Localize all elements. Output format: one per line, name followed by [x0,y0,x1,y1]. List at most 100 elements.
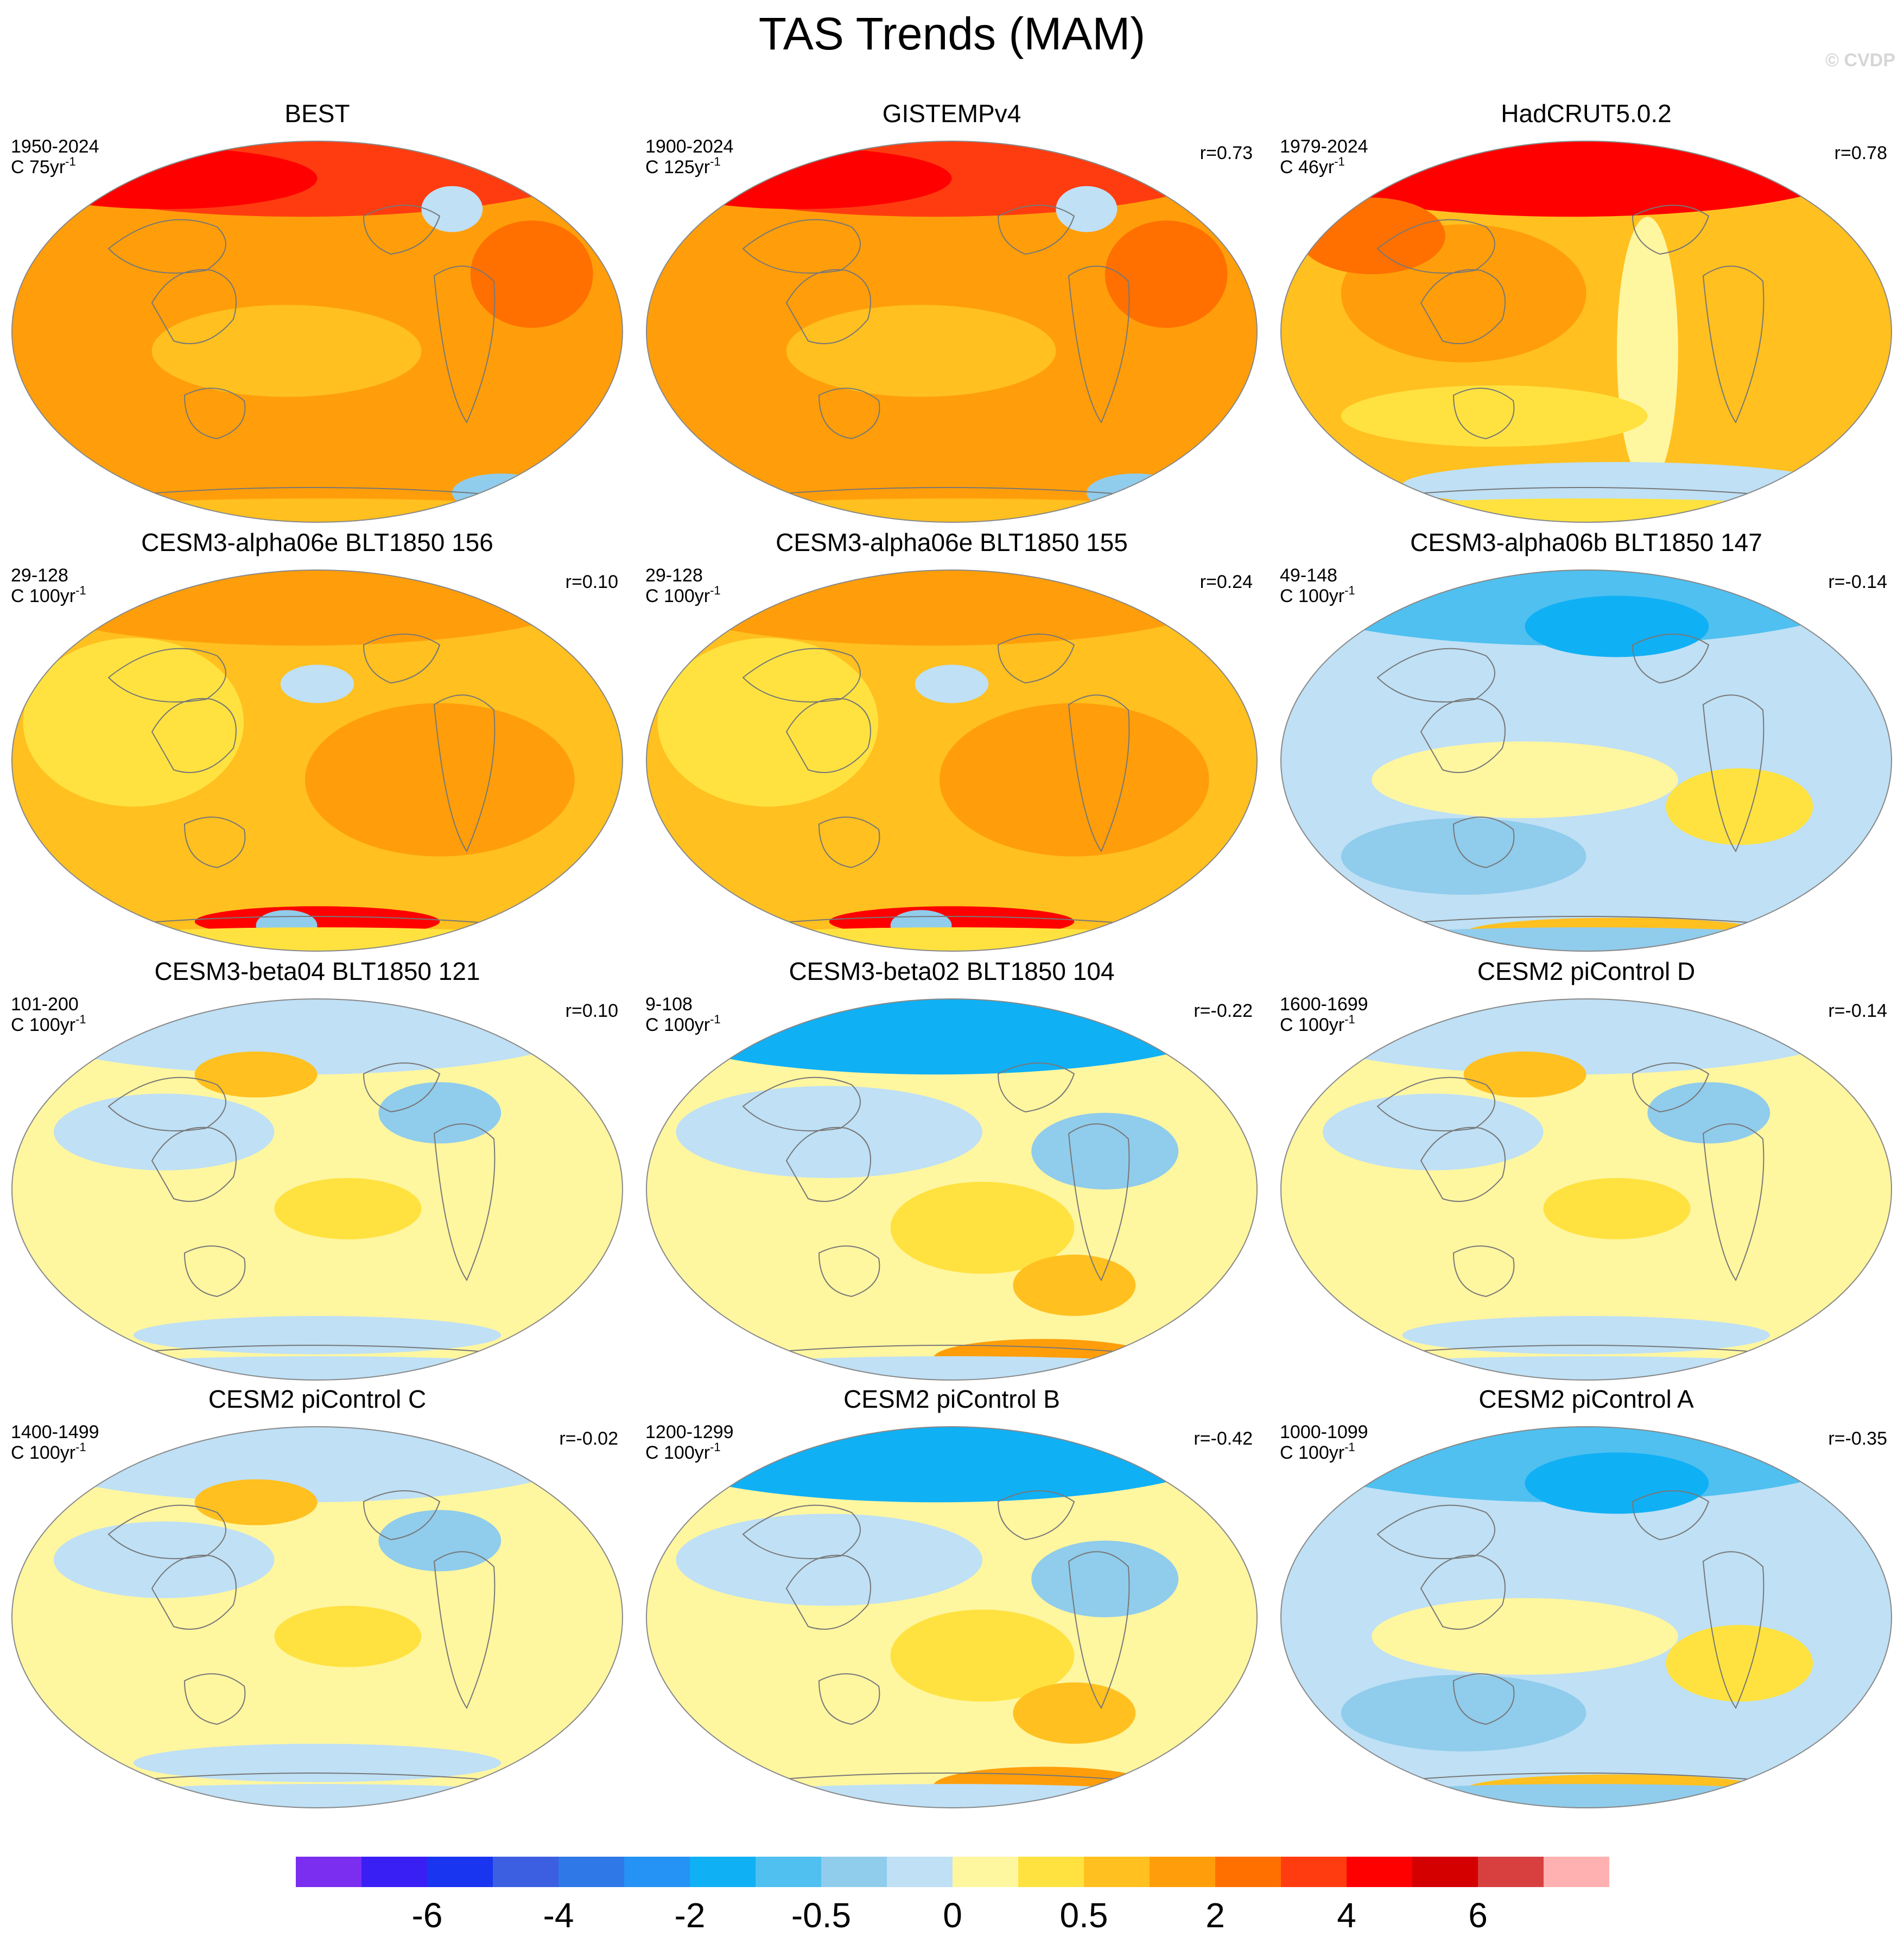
field-anomaly-region [1031,1112,1179,1189]
coastline [183,817,246,869]
panel-units: C 100yr-1 [645,1441,721,1464]
colorbar-swatch [690,1857,756,1887]
trend-map [646,998,1258,1381]
field-arctic-band [646,570,1231,646]
panel-pattern-correlation: r=0.10 [565,572,618,592]
coastline [1068,1123,1130,1282]
trend-field [1281,141,1892,522]
colorbar-tick-label: -0.5 [791,1896,851,1935]
field-anomaly-region [470,220,593,328]
coastline [1420,1126,1506,1202]
trend-field [1281,1427,1892,1808]
colorbar-swatch [821,1857,887,1887]
field-anomaly-region [280,664,354,704]
panel-period: 9-108 [645,994,693,1015]
field-anomaly-region [133,1743,502,1782]
field-arctic-band [1281,1427,1865,1503]
map-panel: CESM2 piControl B 1200-1299 C 100yr-1 r=-0.… [634,1383,1269,1812]
trend-map [11,569,623,952]
panel-units: C 125yr-1 [645,156,721,178]
field-antarctic-band [1341,1356,1832,1380]
coastline [818,388,880,440]
coastline [151,269,237,344]
colorbar-swatch [1412,1857,1478,1887]
trend-map [11,1426,623,1808]
coastline [1632,1490,1710,1541]
field-anomaly-region [151,305,422,397]
panel-title: CESM2 piControl A [1478,1385,1694,1413]
coastlines [92,205,538,499]
coastline [1702,694,1765,853]
coastline [997,205,1075,255]
panel-title: CESM3-beta02 BLT1850 104 [789,957,1115,985]
map-outline [1280,1426,1892,1808]
field-antarctic-band [706,498,1197,522]
field-anomaly-region [657,638,879,807]
map-outline [11,998,623,1381]
coastline [1632,1062,1710,1113]
field-anomaly-region [304,703,575,857]
field-anomaly-region [786,305,1056,397]
colorbar-swatch [1215,1857,1281,1887]
coastline [151,698,237,773]
colorbar-swatch [558,1857,624,1887]
field-antarctic-band [1341,498,1832,522]
panel-pattern-correlation: r=-0.02 [559,1428,618,1449]
field-anomaly-region [1525,596,1709,657]
panel-units-text: C 125yr [645,157,710,178]
coastline [818,1673,880,1725]
map-panel: CESM2 piControl A 1000-1099 C 100yr-1 r=-0.… [1269,1383,1903,1812]
field-arctic-band [646,999,1231,1075]
colorbar-swatch [296,1857,361,1887]
panel-units-exponent: -1 [1334,155,1345,168]
map-panel: CESM3-beta02 BLT1850 104 9-108 C 100yr-1 r=… [634,955,1269,1384]
panel-units-exponent: -1 [65,155,76,168]
colorbar-tick-label: -2 [675,1896,706,1935]
colorbar-tick-label: 6 [1468,1896,1488,1935]
panel-period: 49-148 [1280,565,1337,586]
coastline [151,1126,237,1202]
coastline [433,694,496,853]
panel-period: 1200-1299 [645,1422,734,1442]
panel-units: C 100yr-1 [11,1014,86,1036]
coastline [1702,1551,1765,1710]
colorbar-swatch [1084,1857,1150,1887]
field-anomaly-region [939,703,1209,857]
trend-field [646,570,1257,951]
panel-pattern-correlation: r=-0.14 [1828,1001,1887,1021]
coastline [1632,634,1710,684]
colorbar-swatch [1478,1857,1544,1887]
panel-units-text: C 46yr [1280,157,1335,178]
field-anomaly-region [890,1609,1075,1702]
colorbar-tick-label: 0.5 [1060,1896,1108,1935]
coastline [183,1673,246,1725]
coastline [997,1490,1075,1541]
map-outline [646,1426,1258,1808]
panel-pattern-correlation: r=0.73 [1199,143,1253,163]
colorbar-swatch [887,1857,953,1887]
field-anomaly-region [194,1051,318,1098]
map-outline [1280,569,1892,952]
coastline [1376,219,1495,274]
panel-period: 1979-2024 [1280,136,1368,157]
panel-pattern-correlation: r=0.24 [1199,572,1253,592]
map-outline [646,141,1258,523]
field-anomaly-region [54,1093,275,1170]
field-antarctic-band [72,1356,563,1380]
field-arctic-band [1281,999,1865,1075]
field-anomaly-region [1402,1315,1770,1355]
coastline [433,1123,496,1282]
map-panel: BEST 1950-2024 C 75yr-1 [0,98,634,527]
panel-units: C 100yr-1 [645,585,721,607]
field-antarctic-band [1341,927,1832,951]
panel-units: C 100yr-1 [1280,1441,1355,1464]
panel-units-text: C 100yr [645,1015,710,1035]
panel-units-text: C 100yr [1280,586,1345,606]
field-arctic-band [1281,141,1865,217]
map-outline [11,1426,623,1808]
coastline [363,1062,441,1113]
coastline [742,648,861,702]
coastline [742,219,861,274]
field-anomaly-region [1616,217,1678,485]
coastline [1376,648,1495,702]
